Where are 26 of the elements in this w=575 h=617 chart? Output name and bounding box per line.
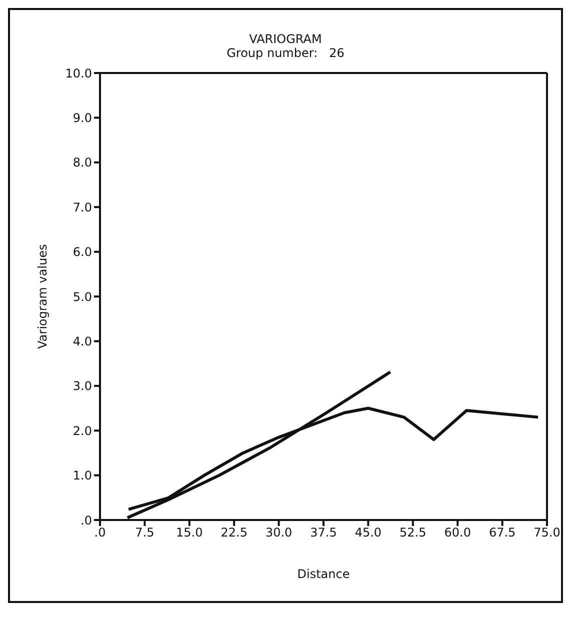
y-tick-label: 8.0 (72, 156, 92, 170)
x-tick-label: 37.5 (310, 526, 337, 540)
x-axis-title: Distance (297, 567, 350, 581)
x-tick-label: 22.5 (220, 526, 248, 540)
y-tick-label: 10.0 (65, 66, 92, 80)
x-tick-label: .0 (94, 526, 106, 540)
x-tick-label: 75.0 (534, 526, 560, 540)
chart-subtitle: Group number: 26 (226, 46, 346, 60)
y-tick-label: 5.0 (72, 290, 92, 304)
x-tick-label: 45.0 (354, 526, 382, 540)
y-tick-label: 9.0 (72, 110, 92, 125)
y-tick-label: 7.0 (72, 200, 92, 214)
x-tick-label: 7.5 (135, 526, 154, 540)
y-tick-label: 4.0 (72, 334, 92, 348)
y-tick-label: .0 (80, 513, 92, 528)
x-tick-label: 30.0 (265, 526, 292, 540)
x-tick-label: 52.5 (400, 526, 426, 540)
x-tick-label: 67.5 (488, 526, 516, 540)
y-tick-label: 1.0 (72, 468, 92, 483)
chart-title: VARIOGRAM (248, 31, 323, 46)
y-tick-label: 2.0 (72, 424, 92, 438)
y-tick-label: 3.0 (72, 379, 92, 394)
x-tick-label: 15.0 (176, 526, 203, 540)
y-tick-label: 6.0 (72, 245, 92, 260)
x-tick-label: 60.0 (444, 526, 471, 540)
y-axis-title: Variogram values (35, 244, 50, 349)
